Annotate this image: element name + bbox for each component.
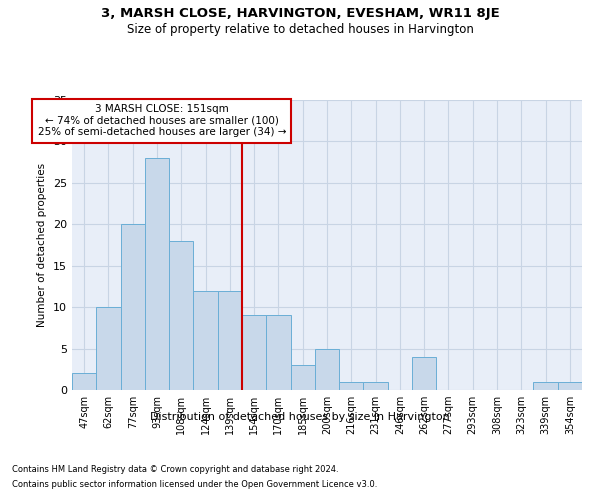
Text: Size of property relative to detached houses in Harvington: Size of property relative to detached ho… — [127, 22, 473, 36]
Bar — [193, 290, 218, 390]
Bar — [169, 241, 193, 390]
Bar — [145, 158, 169, 390]
Text: Contains public sector information licensed under the Open Government Licence v3: Contains public sector information licen… — [12, 480, 377, 489]
Bar — [72, 374, 96, 390]
Text: Contains HM Land Registry data © Crown copyright and database right 2024.: Contains HM Land Registry data © Crown c… — [12, 465, 338, 474]
Bar — [242, 316, 266, 390]
Text: 3, MARSH CLOSE, HARVINGTON, EVESHAM, WR11 8JE: 3, MARSH CLOSE, HARVINGTON, EVESHAM, WR1… — [101, 8, 499, 20]
Bar — [339, 382, 364, 390]
Y-axis label: Number of detached properties: Number of detached properties — [37, 163, 47, 327]
Bar — [121, 224, 145, 390]
Bar — [364, 382, 388, 390]
Bar — [290, 365, 315, 390]
Bar — [315, 348, 339, 390]
Text: 3 MARSH CLOSE: 151sqm
← 74% of detached houses are smaller (100)
25% of semi-det: 3 MARSH CLOSE: 151sqm ← 74% of detached … — [38, 104, 286, 138]
Bar — [266, 316, 290, 390]
Text: Distribution of detached houses by size in Harvington: Distribution of detached houses by size … — [150, 412, 450, 422]
Bar — [558, 382, 582, 390]
Bar — [412, 357, 436, 390]
Bar — [96, 307, 121, 390]
Bar — [218, 290, 242, 390]
Bar — [533, 382, 558, 390]
